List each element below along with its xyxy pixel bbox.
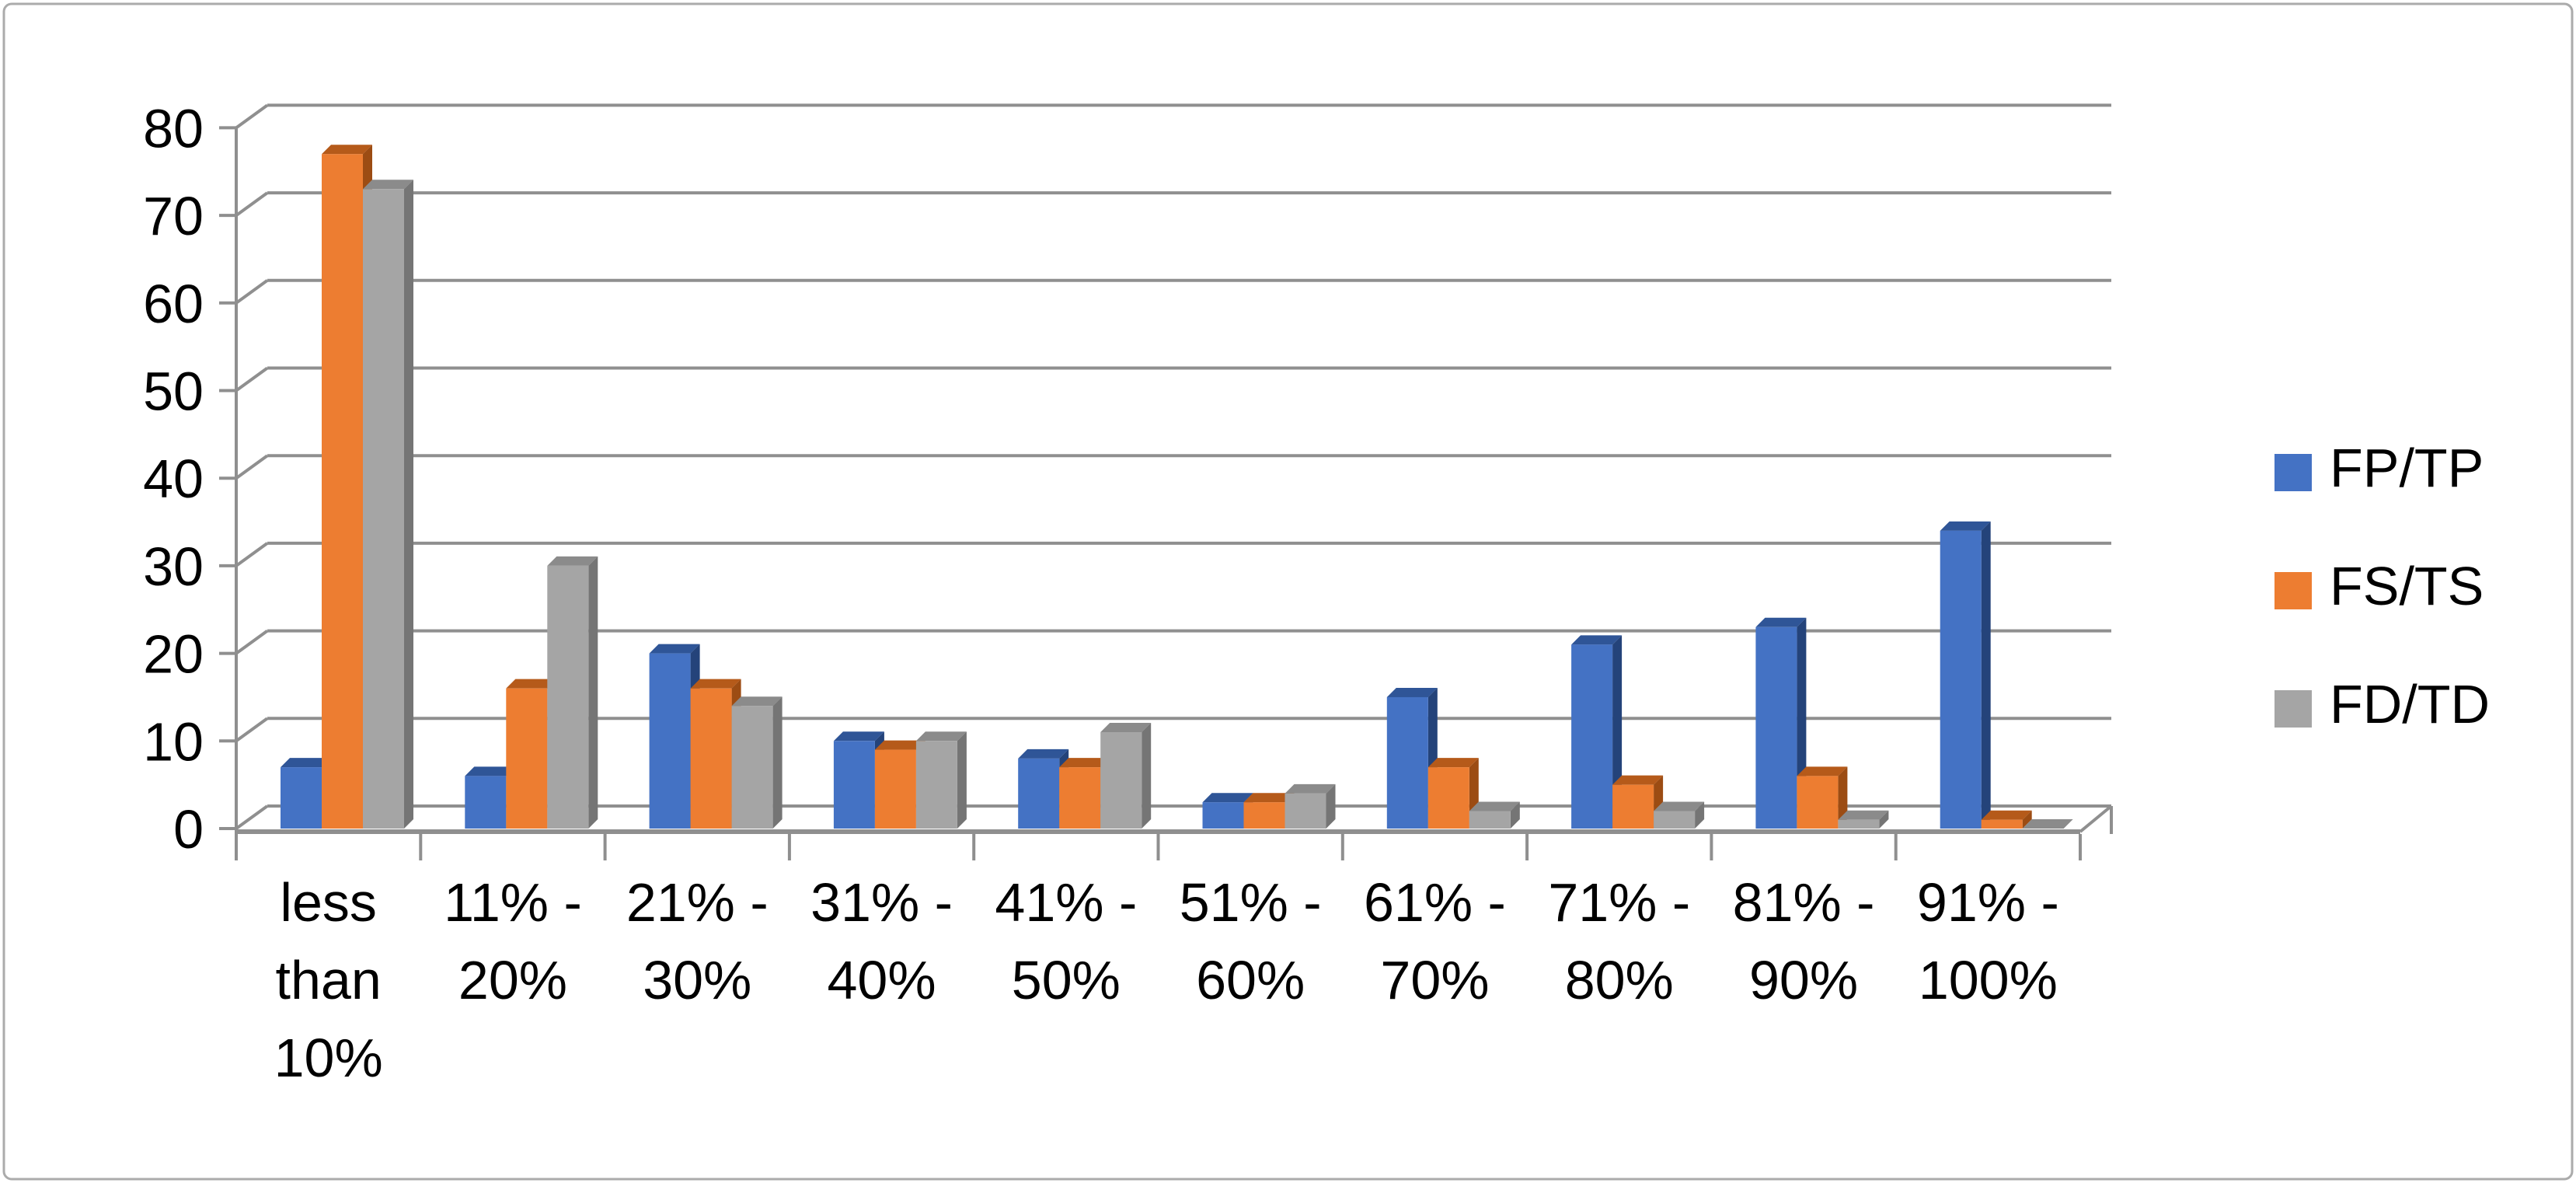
svg-text:30: 30 (143, 536, 204, 597)
bar-group-8 (1755, 617, 1889, 829)
bar-group-9 (1940, 521, 2073, 829)
svg-text:11% -: 11% - (444, 872, 582, 933)
svg-text:30%: 30% (643, 950, 751, 1010)
bar-FD-TD (1838, 810, 1889, 829)
legend-label: FS/TS (2330, 556, 2484, 616)
legend: FP/TP FS/TS FD/TD (2274, 438, 2490, 735)
bar-FP-TP (1940, 521, 1991, 829)
svg-text:80: 80 (143, 98, 204, 159)
legend-label: FD/TD (2330, 674, 2490, 735)
bar-group-1 (465, 556, 598, 829)
svg-text:21% -: 21% - (626, 872, 769, 933)
y-axis-labels: 0 10 20 30 40 50 60 70 80 (143, 98, 204, 860)
legend-label: FP/TP (2330, 438, 2484, 498)
bar-FD-TD (1100, 723, 1152, 829)
bar-group-4 (1018, 723, 1152, 829)
bar-FS-TS (1612, 775, 1664, 829)
svg-text:70%: 70% (1380, 950, 1489, 1010)
legend-item-FS-TS: FS/TS (2274, 556, 2484, 616)
bar-group-7 (1571, 635, 1705, 829)
bar-FD-TD (1469, 801, 1520, 829)
svg-text:20: 20 (143, 624, 204, 685)
bar-FD-TD (547, 556, 598, 829)
x-axis-labels: less than 10% 11% - 20% 21% - 30% 31% - 40% 41% -… (274, 872, 2059, 1088)
bar-FD-TD (2022, 819, 2073, 829)
bar-group-3 (833, 731, 967, 829)
svg-text:31% -: 31% - (810, 872, 953, 933)
bar-FP-TP (1386, 687, 1438, 829)
svg-text:40: 40 (143, 448, 204, 509)
svg-text:81% -: 81% - (1733, 872, 1875, 933)
svg-text:51% -: 51% - (1180, 872, 1322, 933)
svg-text:61% -: 61% - (1364, 872, 1506, 933)
legend-swatch (2274, 572, 2312, 609)
svg-text:60%: 60% (1196, 950, 1305, 1010)
svg-text:60: 60 (143, 274, 204, 334)
svg-text:50%: 50% (1012, 950, 1121, 1010)
svg-text:90%: 90% (1749, 950, 1858, 1010)
svg-text:91% -: 91% - (1917, 872, 2059, 933)
bar-group-2 (649, 644, 783, 829)
svg-text:41% -: 41% - (995, 872, 1137, 933)
axis-frame (219, 126, 2113, 860)
svg-text:70: 70 (143, 186, 204, 246)
bar-group-6 (1386, 687, 1520, 829)
bar-FP-TP (1202, 793, 1253, 829)
svg-text:less: less (280, 872, 376, 933)
bar-FD-TD (731, 696, 783, 829)
bar-FD-TD (363, 180, 413, 829)
bar-group-0 (281, 145, 413, 829)
svg-text:40%: 40% (827, 950, 936, 1010)
svg-text:than: than (276, 950, 382, 1010)
bar-FD-TD (915, 731, 967, 829)
bar-FD-TD (1654, 801, 1705, 829)
bar-FS-TS (1981, 810, 2032, 829)
bar-FD-TD (1285, 783, 1336, 829)
bar-group-5 (1202, 783, 1336, 829)
svg-text:100%: 100% (1919, 950, 2058, 1010)
svg-text:80%: 80% (1565, 950, 1674, 1010)
bar-FP-TP (649, 644, 700, 829)
svg-text:0: 0 (173, 799, 204, 860)
legend-swatch (2274, 690, 2312, 728)
legend-swatch (2274, 454, 2312, 491)
svg-text:10: 10 (143, 711, 204, 772)
svg-text:71% -: 71% - (1548, 872, 1690, 933)
bar-FS-TS (1797, 766, 1848, 829)
svg-text:10%: 10% (274, 1028, 383, 1088)
legend-item-FP-TP: FP/TP (2274, 438, 2484, 498)
svg-text:50: 50 (143, 361, 204, 422)
svg-text:20%: 20% (458, 950, 567, 1010)
legend-item-FD-TD: FD/TD (2274, 674, 2490, 735)
